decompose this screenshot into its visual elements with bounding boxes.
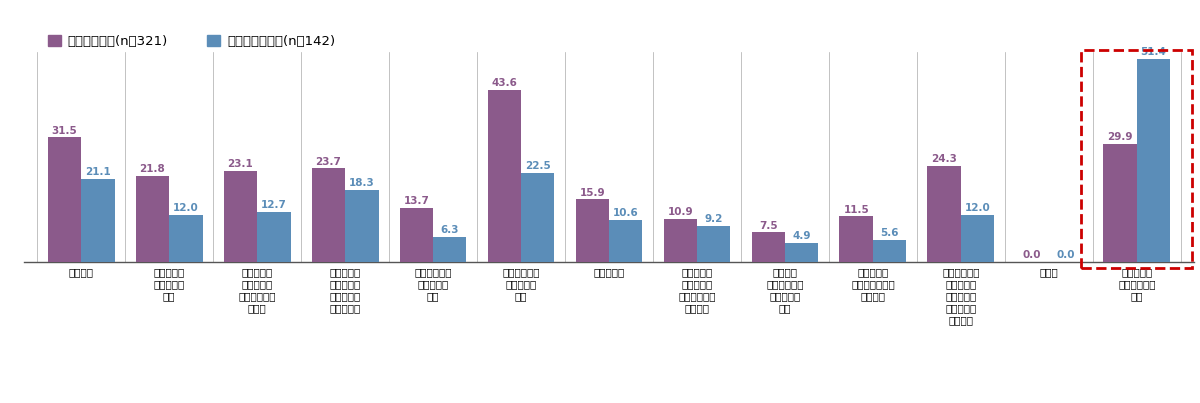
- Bar: [169, 214, 203, 262]
- Text: 5.6: 5.6: [881, 228, 899, 238]
- Text: 21.8: 21.8: [139, 164, 166, 174]
- Bar: [521, 173, 554, 262]
- Text: 23.1: 23.1: [228, 159, 253, 169]
- Text: 0.0: 0.0: [1022, 250, 1042, 260]
- Bar: [697, 226, 731, 262]
- Text: 10.9: 10.9: [667, 207, 694, 217]
- Text: 0.0: 0.0: [1056, 250, 1075, 260]
- Text: 12.0: 12.0: [965, 203, 990, 213]
- Bar: [82, 179, 115, 262]
- Text: 6.3: 6.3: [440, 225, 460, 235]
- Bar: [961, 214, 995, 262]
- Bar: [257, 212, 290, 262]
- Bar: [312, 168, 346, 262]
- Bar: [1136, 59, 1170, 262]
- Text: 22.5: 22.5: [524, 162, 551, 171]
- Bar: [346, 189, 378, 262]
- Text: 43.6: 43.6: [491, 78, 517, 88]
- Text: 23.7: 23.7: [316, 157, 341, 167]
- Bar: [872, 240, 906, 262]
- Text: 4.9: 4.9: [792, 231, 811, 241]
- Bar: [928, 166, 961, 262]
- Text: 9.2: 9.2: [704, 214, 722, 224]
- Bar: [751, 232, 785, 262]
- Bar: [400, 208, 433, 262]
- Bar: [223, 170, 257, 262]
- Text: 24.3: 24.3: [931, 154, 958, 164]
- Text: 12.0: 12.0: [173, 203, 199, 213]
- Text: 18.3: 18.3: [349, 178, 374, 188]
- Bar: [487, 89, 521, 262]
- Bar: [433, 237, 467, 262]
- Bar: [664, 219, 697, 262]
- Text: 13.7: 13.7: [403, 196, 430, 206]
- Text: 21.1: 21.1: [85, 167, 110, 177]
- Bar: [785, 243, 818, 262]
- Legend: 転職後満足者(n＝321), 転職後不満あり(n＝142): 転職後満足者(n＝321), 転職後不満あり(n＝142): [42, 30, 341, 53]
- Text: 7.5: 7.5: [758, 221, 778, 231]
- Text: 31.5: 31.5: [52, 126, 77, 136]
- Bar: [840, 216, 872, 262]
- Bar: [48, 137, 82, 262]
- Bar: [136, 176, 169, 262]
- Text: 11.5: 11.5: [844, 205, 869, 215]
- Text: 12.7: 12.7: [260, 200, 287, 210]
- Text: 10.6: 10.6: [613, 208, 638, 218]
- Bar: [610, 220, 642, 262]
- Text: 29.9: 29.9: [1108, 132, 1133, 142]
- Bar: [1103, 144, 1136, 262]
- Text: 15.9: 15.9: [580, 187, 605, 197]
- Bar: [576, 199, 608, 262]
- Text: 51.4: 51.4: [1140, 47, 1166, 57]
